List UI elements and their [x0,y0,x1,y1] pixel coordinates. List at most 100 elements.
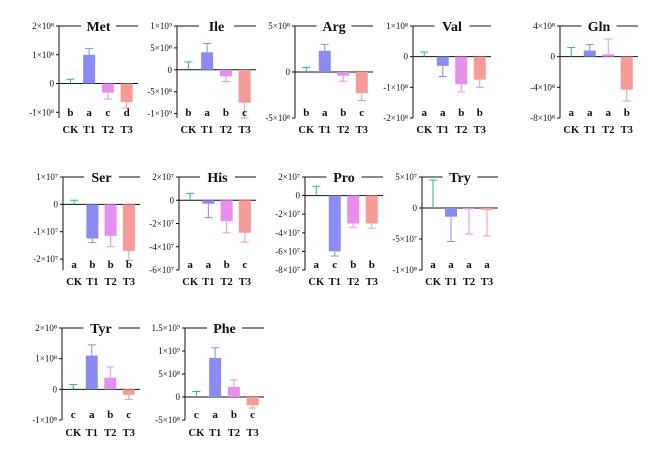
category-label: T2 [347,277,359,288]
significance-label: a [204,107,210,119]
significance-label: a [440,107,446,119]
category-label: T2 [463,277,475,288]
category-label: T2 [104,277,116,288]
y-tick-label: -6×10⁷ [149,265,174,275]
significance-label: b [350,259,356,271]
bar-t2 [455,56,468,85]
bar-t2 [337,72,350,76]
y-tick-label: -4×10⁷ [275,228,300,238]
y-tick-label: 5×10⁸ [150,43,172,53]
y-tick-label: -1×10⁸ [29,107,54,117]
significance-label: c [359,107,364,119]
chart-title: Gln [588,20,611,35]
significance-label: b [223,107,229,119]
y-tick-label: -5×10⁸ [147,87,172,97]
title-bg [581,17,617,33]
category-label: T3 [238,125,250,136]
significance-label: a [71,259,77,271]
bar-t2 [101,83,114,93]
chart-title: Ile [209,20,225,35]
y-tick-label: 2×10⁸ [32,21,54,31]
y-tick-label: -5×10⁸ [265,113,290,123]
category-label: T1 [445,277,457,288]
y-tick-label: 0 [168,65,173,75]
category-label: CK [63,125,80,136]
significance-label: b [126,259,132,271]
chart-panel-ile: Ile -1×10⁹ -5×10⁸ 0 5×10⁸ 1×10⁹ b CK a T1 b T2 c T3 [147,17,256,136]
significance-label: a [322,107,328,119]
chart-panel-phe: Phe -5×10⁸ 0 5×10⁸ 1×10⁹ 1.5×10⁹ c CK a T1 b T2 c T3 [152,319,264,439]
significance-label: a [606,107,612,119]
bar-t1 [201,52,214,70]
category-label: T2 [337,125,349,136]
bar-t1 [328,195,341,252]
significance-label: b [108,259,114,271]
y-tick-label: -1×10⁸ [32,415,57,425]
y-tick-label: -1×10⁸ [392,265,417,275]
y-tick-label: 2×10⁸ [35,323,57,333]
bar-t2 [602,54,615,57]
bar-t2 [104,204,117,236]
significance-label: c [242,107,247,119]
bar-t3 [355,72,368,94]
bar-t2 [347,195,360,224]
y-tick-label: -8×10⁷ [275,265,300,275]
significance-label: a [314,259,320,271]
significance-label: a [448,259,454,271]
category-label: CK [189,428,206,439]
chart-panel-ser: Ser -2×10⁷ -1×10⁷ 0 1×10⁷ a CK b T1 b T2 b T3 [33,168,140,288]
title-bg [326,168,362,184]
y-tick-label: -6×10⁷ [275,246,300,256]
significance-label: c [250,409,255,421]
bar-t3 [473,56,486,80]
chart-title: Tyr [90,322,112,337]
category-label: T2 [455,125,467,136]
title-bg [207,319,242,335]
category-label: T2 [220,277,232,288]
significance-label: b [224,259,230,271]
category-label: CK [416,125,433,136]
y-tick-label: -5×10⁷ [392,234,417,244]
y-tick-label: -4×10⁷ [149,242,174,252]
chart-panel-pro: Pro -8×10⁷ -6×10⁷ -4×10⁷ -2×10⁷ 0 2×10⁷ a CK c T1 b… [275,168,383,288]
bar-t1 [583,50,596,57]
y-tick-label: 0 [404,52,409,62]
significance-label: a [484,259,490,271]
chart-title: Pro [333,171,355,186]
category-label: T3 [366,277,378,288]
category-label: T2 [220,125,232,136]
y-tick-label: -4×10⁸ [530,82,555,92]
category-label: T3 [356,125,368,136]
significance-label: c [332,259,337,271]
y-tick-label: 0 [50,79,55,89]
y-tick-label: -2×10⁷ [33,254,58,264]
category-label: T1 [202,277,214,288]
bar-t1 [445,208,457,217]
significance-label: c [194,409,199,421]
bar-t1 [436,56,449,66]
chart-title: Ser [91,171,111,186]
y-tick-label: 0 [170,195,175,205]
y-tick-label: 2×10⁷ [278,172,300,182]
title-bg [84,168,119,184]
category-label: T1 [319,125,331,136]
bar-t2 [219,69,232,77]
bar-t3 [365,195,378,224]
y-tick-label: 4×10⁸ [533,21,555,31]
significance-label: a [422,107,428,119]
bar-t3 [620,56,633,90]
y-tick-label: -1×10⁹ [147,109,172,119]
significance-label: c [105,107,110,119]
y-tick-label: 1×10⁹ [158,346,180,356]
bar-t1 [209,357,222,397]
y-tick-label: 5×10⁸ [158,369,180,379]
y-tick-label: 0 [176,392,181,402]
bar-t2 [463,208,475,210]
category-label: CK [66,277,83,288]
bar-t3 [122,204,135,251]
bar-t1 [318,50,331,72]
significance-label: b [477,107,483,119]
bar-t3 [246,397,259,406]
significance-label: a [466,259,472,271]
category-label: CK [181,125,198,136]
